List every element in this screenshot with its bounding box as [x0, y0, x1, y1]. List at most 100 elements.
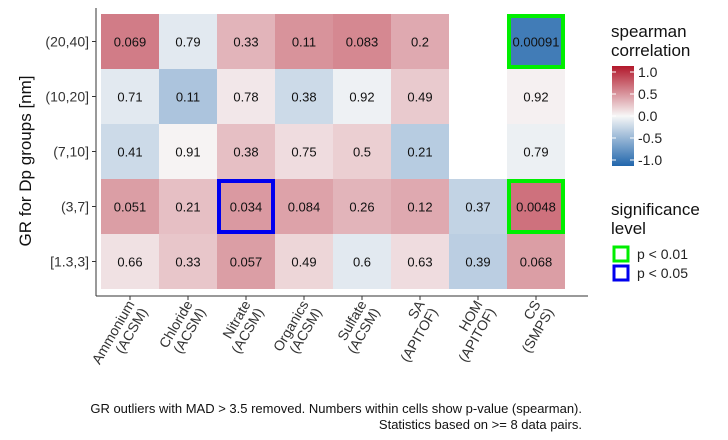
cell-p-value: 0.057 — [230, 255, 263, 270]
heatmap-cell — [217, 69, 275, 124]
cell-p-value: 0.26 — [349, 200, 374, 215]
significance-legend-label: p < 0.01 — [637, 246, 688, 262]
cell-p-value: 0.21 — [407, 145, 432, 160]
heatmap-cell — [391, 124, 449, 179]
cell-p-value: 0.49 — [291, 255, 316, 270]
cell-p-value: 0.21 — [175, 200, 200, 215]
cell-p-value: 0.39 — [465, 255, 490, 270]
cell-p-value: 0.11 — [292, 35, 316, 50]
colorbar — [612, 66, 634, 166]
x-tick-label: CS(SMPS) — [505, 298, 556, 356]
cell-p-value: 0.79 — [523, 145, 548, 160]
colorbar-tick-label: 1.0 — [638, 64, 658, 80]
heatmap-cell — [507, 124, 565, 179]
cell-p-value: 0.069 — [114, 35, 147, 50]
x-tick-label: Chloride(ACSM) — [156, 297, 209, 358]
heatmap-cell — [449, 234, 507, 289]
heatmap-cell — [333, 234, 391, 289]
cell-p-value: 0.33 — [233, 35, 258, 50]
colorbar-title: spearman — [611, 22, 687, 41]
cell-p-value: 0.12 — [407, 200, 432, 215]
y-axis-title: GR for Dp groups [nm] — [16, 75, 35, 246]
colorbar-tick-label: 0.5 — [638, 86, 658, 102]
cell-p-value: 0.91 — [175, 145, 200, 160]
heatmap-cell — [101, 179, 159, 234]
cell-p-value: 0.49 — [407, 90, 432, 105]
cell-p-value: 0.66 — [117, 255, 142, 270]
cell-p-value: 0.00091 — [513, 35, 560, 50]
colorbar-tick-label: 0.0 — [638, 108, 658, 124]
y-tick-label: (10,20] — [45, 89, 89, 105]
heatmap-cell — [391, 14, 449, 69]
significance-legend-title: significance — [611, 200, 700, 219]
heatmap-cell — [159, 179, 217, 234]
cell-p-value: 0.71 — [117, 90, 142, 105]
heatmap-cell — [391, 234, 449, 289]
cell-p-value: 0.084 — [288, 200, 321, 215]
heatmap-cell — [101, 124, 159, 179]
heatmap-cell — [507, 179, 565, 234]
heatmap-cell — [507, 234, 565, 289]
heatmap-cell — [159, 14, 217, 69]
heatmap-cell — [391, 179, 449, 234]
heatmap-cell — [217, 179, 275, 234]
cell-p-value: 0.38 — [233, 145, 258, 160]
caption-line-1: GR outliers with MAD > 3.5 removed. Numb… — [90, 401, 582, 416]
y-tick-label: [1.3,3] — [50, 254, 89, 270]
heatmap-cell — [101, 14, 159, 69]
heatmap-cell — [217, 14, 275, 69]
cell-p-value: 0.41 — [117, 145, 142, 160]
cell-p-value: 0.5 — [353, 145, 371, 160]
heatmap-cell — [333, 14, 391, 69]
cell-p-value: 0.38 — [291, 90, 316, 105]
y-tick-label: (3,7] — [61, 199, 89, 215]
x-tick-label: SA(APITOF) — [384, 297, 441, 365]
heatmap-cell — [159, 234, 217, 289]
cell-p-value: 0.37 — [465, 200, 490, 215]
cell-p-value: 0.0048 — [516, 200, 556, 215]
cell-p-value: 0.63 — [407, 255, 432, 270]
significance-legend-label: p < 0.05 — [637, 265, 688, 281]
y-tick-label: (20,40] — [45, 34, 89, 50]
cell-p-value: 0.92 — [523, 90, 548, 105]
colorbar-title: correlation — [611, 41, 690, 60]
significance-legend-key — [612, 245, 630, 263]
heatmap-cell — [275, 234, 333, 289]
cell-p-value: 0.33 — [175, 255, 200, 270]
heatmap-cell — [275, 124, 333, 179]
cell-p-value: 0.75 — [291, 145, 316, 160]
caption-line-2: Statistics based on >= 8 data pairs. — [378, 417, 582, 432]
cell-p-value: 0.79 — [175, 35, 200, 50]
y-tick-label: (7,10] — [53, 144, 89, 160]
heatmap-cell — [333, 124, 391, 179]
significance-border — [507, 179, 565, 234]
heatmap-cell — [333, 179, 391, 234]
significance-border — [507, 14, 565, 69]
x-tick-label: Nitrate(ACSM) — [215, 297, 267, 356]
heatmap-cell — [159, 124, 217, 179]
heatmap-cell — [101, 234, 159, 289]
heatmap-cell — [217, 234, 275, 289]
x-tick-label: Sulfate(ACSM) — [331, 297, 383, 356]
heatmap-cell — [449, 179, 507, 234]
heatmap-cell — [217, 124, 275, 179]
heatmap-cell — [275, 14, 333, 69]
heatmap-cell — [101, 69, 159, 124]
cell-p-value: 0.6 — [353, 255, 371, 270]
cell-p-value: 0.051 — [114, 200, 147, 215]
colorbar-tick-label: -1.0 — [638, 152, 662, 168]
heatmap-cell — [159, 69, 217, 124]
significance-legend-key — [612, 264, 630, 282]
x-tick-label: Ammonium(ACSM) — [88, 298, 150, 375]
colorbar-tick-label: -0.5 — [638, 130, 662, 146]
x-tick-label: HOM(APITOF) — [442, 298, 499, 365]
cell-p-value: 0.083 — [346, 35, 379, 50]
significance-legend-title: level — [611, 219, 646, 238]
cell-p-value: 0.11 — [176, 90, 200, 105]
heatmap-cell — [275, 69, 333, 124]
heatmap-cell — [391, 69, 449, 124]
cell-p-value: 0.92 — [349, 90, 374, 105]
cell-p-value: 0.068 — [520, 255, 553, 270]
heatmap-cell — [333, 69, 391, 124]
